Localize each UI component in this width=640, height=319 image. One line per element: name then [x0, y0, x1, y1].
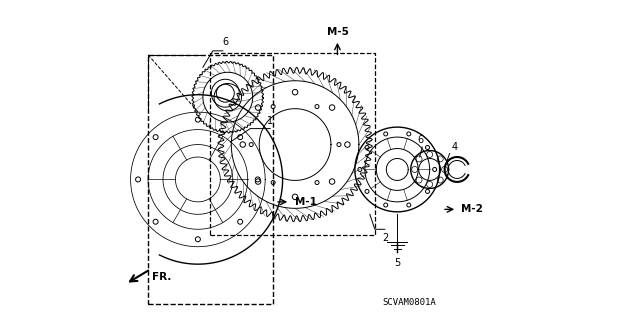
- Text: 1: 1: [267, 116, 273, 126]
- Text: SCVAM0801A: SCVAM0801A: [383, 298, 436, 307]
- Text: 6: 6: [222, 37, 228, 47]
- Text: 6: 6: [418, 135, 424, 145]
- Text: 2: 2: [383, 233, 389, 243]
- Text: FR.: FR.: [152, 272, 171, 282]
- Text: M-5: M-5: [326, 27, 348, 37]
- Text: M-1: M-1: [295, 197, 317, 207]
- Text: 5: 5: [394, 258, 401, 268]
- Text: M-2: M-2: [461, 204, 483, 214]
- Bar: [211, 53, 375, 235]
- Bar: [148, 55, 273, 304]
- Text: 4: 4: [451, 142, 458, 152]
